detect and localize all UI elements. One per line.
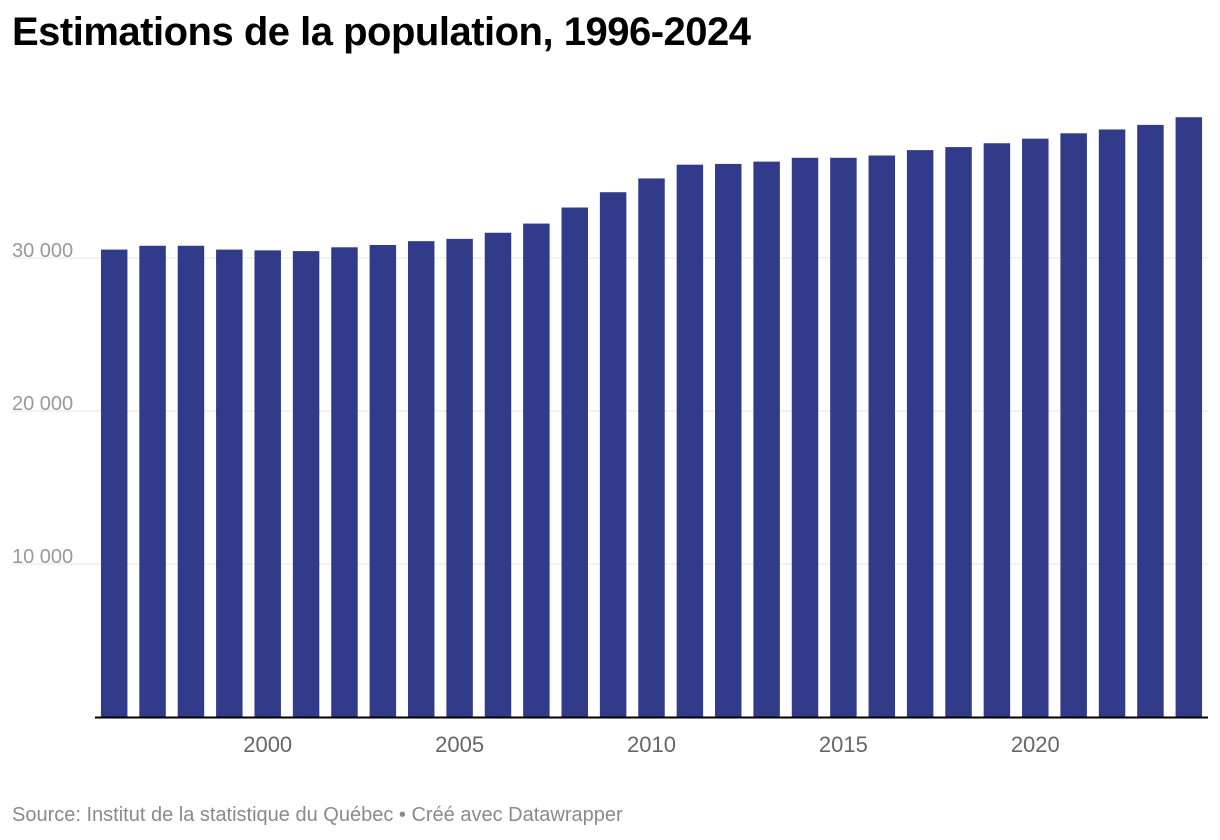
x-tick-label: 2000	[243, 732, 292, 757]
source-note: Source: Institut de la statistique du Qu…	[12, 804, 623, 826]
bar-2002	[331, 247, 358, 718]
bar-2021	[1060, 133, 1087, 717]
bar-2010	[638, 178, 665, 717]
y-axis-ticks: 10 000 20 000 30 000	[12, 240, 73, 568]
bar-2014	[791, 157, 819, 717]
x-tick-label: 2005	[435, 732, 484, 757]
bar-2013	[753, 161, 780, 718]
bar-2004	[407, 241, 435, 718]
bar-2019	[983, 143, 1011, 717]
bar-1999	[216, 249, 243, 717]
bar-2005	[446, 238, 473, 717]
bar-2017	[906, 150, 934, 717]
y-tick-label: 20 000	[12, 393, 73, 415]
bar-2001	[292, 251, 320, 718]
x-tick-label: 2015	[819, 732, 868, 757]
bar-2008	[561, 207, 588, 717]
bar-2003	[369, 244, 397, 717]
y-tick-label: 10 000	[12, 546, 73, 568]
bar-2007	[523, 223, 550, 717]
bar-1997	[139, 245, 166, 717]
x-tick-label: 2010	[627, 732, 676, 757]
bar-1998	[177, 245, 205, 717]
bar-2009	[599, 192, 627, 717]
bars	[100, 117, 1203, 718]
x-tick-label: 2020	[1011, 732, 1060, 757]
bar-2015	[830, 157, 857, 717]
bar-2022	[1098, 129, 1126, 718]
bar-2018	[945, 147, 972, 717]
bar-2023	[1137, 124, 1164, 717]
x-axis-ticks: 2000 2005 2010 2015 2020	[243, 732, 1060, 757]
bar-2016	[868, 155, 896, 718]
y-tick-label: 30 000	[12, 240, 73, 262]
bar-2011	[676, 164, 704, 718]
bar-2024	[1175, 117, 1203, 718]
bar-2006	[484, 232, 512, 717]
bar-2020	[1022, 138, 1049, 717]
chart-title: Estimations de la population, 1996-2024	[12, 10, 751, 54]
bar-1996	[100, 249, 128, 717]
bar-2012	[715, 163, 742, 717]
bar-2000	[254, 250, 281, 717]
